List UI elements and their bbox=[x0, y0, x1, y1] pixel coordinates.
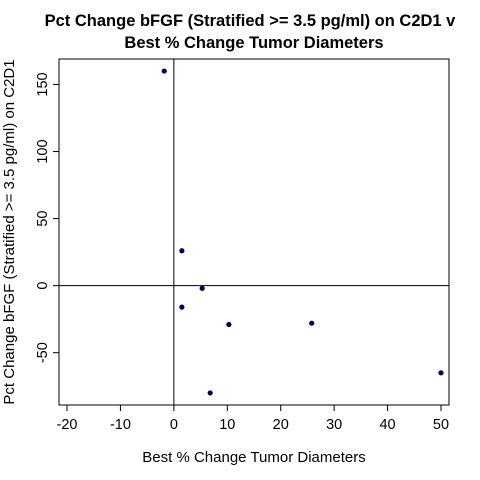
x-tick-label: 50 bbox=[433, 417, 449, 433]
x-tick-label: 30 bbox=[326, 417, 342, 433]
y-axis: -50 0 50 100 150 bbox=[35, 72, 59, 363]
data-point bbox=[161, 68, 167, 74]
data-point bbox=[199, 285, 205, 291]
x-tick-label: -20 bbox=[57, 417, 78, 433]
y-tick-label: 50 bbox=[35, 211, 51, 227]
x-tick-label: 0 bbox=[170, 417, 178, 433]
data-point bbox=[226, 321, 232, 328]
chart-title-line-1: Pct Change bFGF (Stratified >= 3.5 pg/ml… bbox=[45, 12, 457, 30]
y-tick-label: 0 bbox=[35, 282, 51, 290]
x-tick-label: 20 bbox=[273, 417, 289, 433]
x-axis-label: Best % Change Tumor Diameters bbox=[142, 449, 365, 466]
reference-lines bbox=[59, 59, 449, 405]
y-axis-label: Pct Change bFGF (Stratified >= 3.5 pg/ml… bbox=[1, 59, 18, 404]
x-tick-label: -10 bbox=[110, 417, 131, 433]
data-point bbox=[309, 320, 315, 326]
data-point bbox=[179, 304, 185, 310]
data-point bbox=[438, 370, 444, 376]
x-tick-label: 10 bbox=[219, 417, 235, 433]
y-tick-label: 150 bbox=[35, 72, 51, 96]
data-points bbox=[161, 68, 444, 396]
x-tick-label: 40 bbox=[379, 417, 395, 433]
data-point bbox=[207, 390, 213, 396]
x-axis: -20 -10 0 10 20 30 40 50 bbox=[57, 405, 449, 433]
y-tick-label: 100 bbox=[35, 139, 51, 163]
chart-title-line-2: Best % Change Tumor Diameters bbox=[124, 34, 383, 52]
data-point bbox=[179, 248, 185, 254]
y-tick-label: -50 bbox=[35, 342, 51, 363]
plot-area-border bbox=[58, 58, 450, 406]
